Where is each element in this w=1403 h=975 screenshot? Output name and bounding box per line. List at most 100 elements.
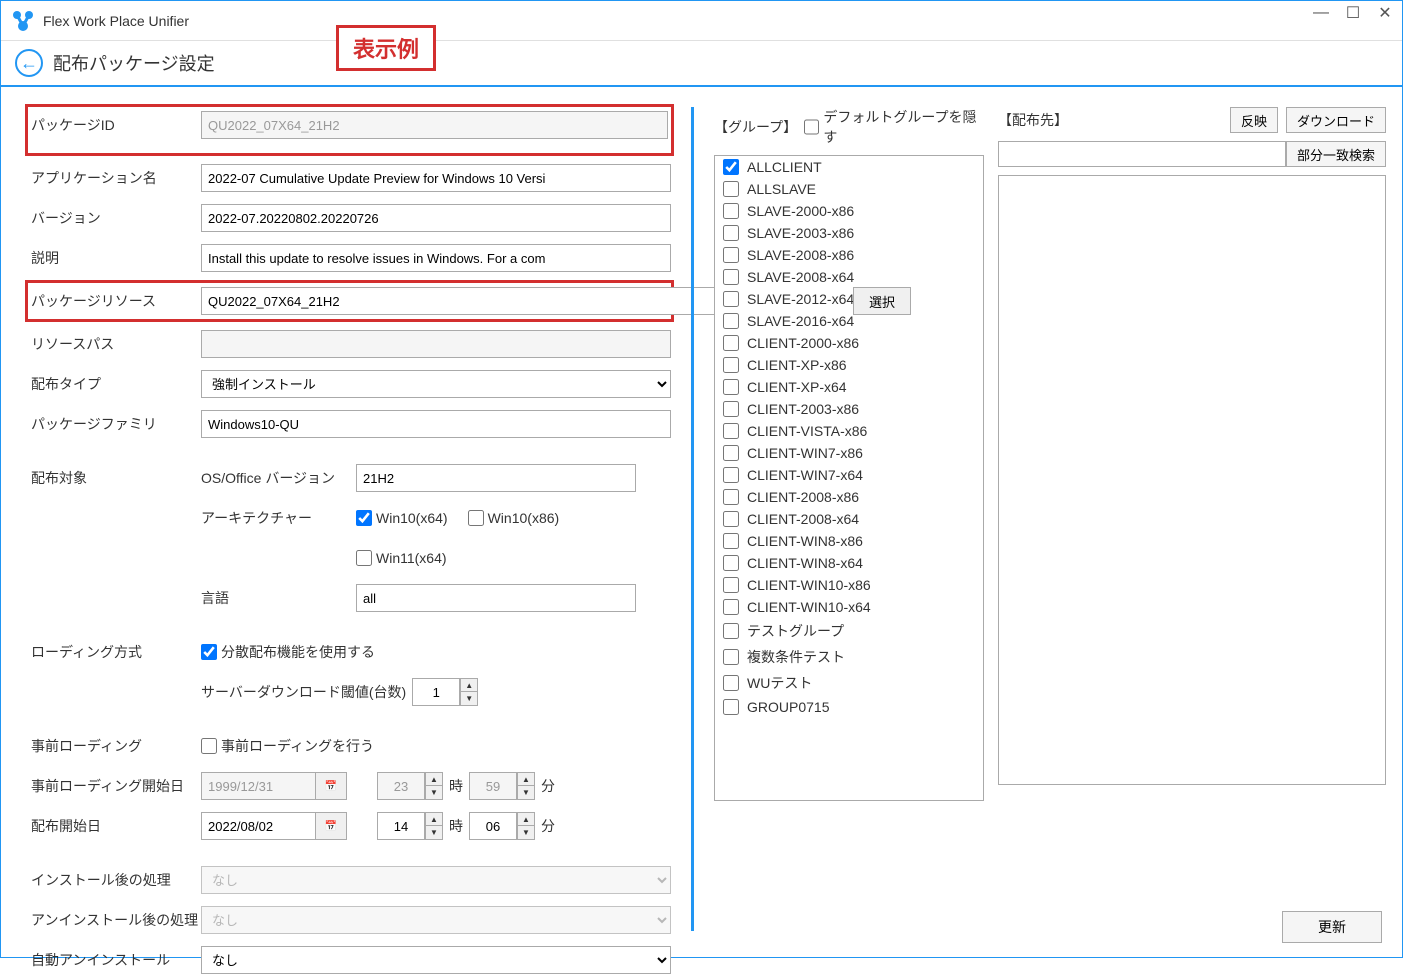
- preloading-hour-spinner[interactable]: ▲▼: [425, 772, 443, 800]
- dist-hour-input[interactable]: [377, 812, 425, 840]
- group-item-checkbox[interactable]: [723, 181, 739, 197]
- download-button[interactable]: ダウンロード: [1286, 107, 1386, 133]
- os-version-label: OS/Office バージョン: [201, 468, 356, 488]
- group-item[interactable]: CLIENT-XP-x64: [715, 376, 983, 398]
- dist-date-input[interactable]: [201, 812, 316, 840]
- group-item[interactable]: CLIENT-WIN10-x64: [715, 596, 983, 618]
- group-item[interactable]: SLAVE-2016-x64: [715, 310, 983, 332]
- group-item-checkbox[interactable]: [723, 599, 739, 615]
- description-input[interactable]: [201, 244, 671, 272]
- apply-button[interactable]: 反映: [1230, 107, 1278, 133]
- group-item-checkbox[interactable]: [723, 357, 739, 373]
- group-item-checkbox[interactable]: [723, 335, 739, 351]
- group-item[interactable]: CLIENT-2008-x64: [715, 508, 983, 530]
- minimize-button[interactable]: —: [1314, 6, 1328, 20]
- arch-win10x64-checkbox[interactable]: Win10(x64): [356, 510, 448, 526]
- group-item[interactable]: ALLCLIENT: [715, 156, 983, 178]
- group-item[interactable]: SLAVE-2003-x86: [715, 222, 983, 244]
- group-item-checkbox[interactable]: [723, 269, 739, 285]
- dist-minute-spinner[interactable]: ▲▼: [517, 812, 535, 840]
- dist-calendar-button[interactable]: 📅: [315, 812, 347, 840]
- group-item[interactable]: CLIENT-2000-x86: [715, 332, 983, 354]
- group-list[interactable]: ALLCLIENTALLSLAVESLAVE-2000-x86SLAVE-200…: [714, 155, 984, 801]
- package-family-input[interactable]: [201, 410, 671, 438]
- select-resource-button[interactable]: 選択: [853, 287, 911, 315]
- version-input[interactable]: [201, 204, 671, 232]
- group-item-checkbox[interactable]: [723, 533, 739, 549]
- description-label: 説明: [31, 248, 201, 268]
- group-item[interactable]: CLIENT-WIN7-x64: [715, 464, 983, 486]
- group-item-checkbox[interactable]: [723, 203, 739, 219]
- group-item[interactable]: SLAVE-2008-x86: [715, 244, 983, 266]
- auto-uninstall-select[interactable]: なし: [201, 946, 671, 974]
- group-item-label: CLIENT-2008-x64: [747, 511, 859, 527]
- close-button[interactable]: ✕: [1378, 6, 1392, 20]
- os-version-input[interactable]: [356, 464, 636, 492]
- group-item[interactable]: GROUP0715: [715, 696, 983, 718]
- group-item[interactable]: CLIENT-XP-x86: [715, 354, 983, 376]
- dist-hour-spinner[interactable]: ▲▼: [425, 812, 443, 840]
- dist-minute-input[interactable]: [469, 812, 517, 840]
- threshold-input[interactable]: [412, 678, 460, 706]
- group-item-checkbox[interactable]: [723, 511, 739, 527]
- example-badge: 表示例: [336, 25, 436, 71]
- package-id-input: [201, 111, 668, 139]
- group-item-checkbox[interactable]: [723, 577, 739, 593]
- group-item-checkbox[interactable]: [723, 489, 739, 505]
- group-item-label: 複数条件テスト: [747, 647, 845, 667]
- dist-type-select[interactable]: 強制インストール: [201, 370, 671, 398]
- group-item-checkbox[interactable]: [723, 159, 739, 175]
- group-item[interactable]: SLAVE-2012-x64: [715, 288, 983, 310]
- group-item-checkbox[interactable]: [723, 291, 739, 307]
- group-item[interactable]: SLAVE-2000-x86: [715, 200, 983, 222]
- page-header: ← 配布パッケージ設定 表示例: [1, 41, 1402, 87]
- dest-header-label: 【配布先】: [998, 110, 1222, 130]
- group-item-label: CLIENT-WIN8-x64: [747, 555, 863, 571]
- group-item[interactable]: WUテスト: [715, 670, 983, 696]
- hide-default-checkbox[interactable]: デフォルトグループを隠す: [804, 107, 984, 147]
- preloading-minute-spinner[interactable]: ▲▼: [517, 772, 535, 800]
- dest-list[interactable]: [998, 175, 1386, 785]
- preloading-checkbox[interactable]: 事前ローディングを行う: [201, 736, 374, 756]
- maximize-button[interactable]: ☐: [1346, 6, 1360, 20]
- group-item[interactable]: SLAVE-2008-x64: [715, 266, 983, 288]
- use-dist-checkbox[interactable]: 分散配布機能を使用する: [201, 642, 375, 662]
- group-item-checkbox[interactable]: [723, 313, 739, 329]
- group-item[interactable]: CLIENT-WIN7-x86: [715, 442, 983, 464]
- group-item-checkbox[interactable]: [723, 445, 739, 461]
- group-item[interactable]: ALLSLAVE: [715, 178, 983, 200]
- group-item-label: CLIENT-WIN10-x86: [747, 577, 871, 593]
- group-item[interactable]: CLIENT-VISTA-x86: [715, 420, 983, 442]
- preloading-calendar-button[interactable]: 📅: [315, 772, 347, 800]
- group-item[interactable]: CLIENT-2003-x86: [715, 398, 983, 420]
- group-item[interactable]: CLIENT-2008-x86: [715, 486, 983, 508]
- group-item[interactable]: テストグループ: [715, 618, 983, 644]
- group-item-checkbox[interactable]: [723, 401, 739, 417]
- group-item-checkbox[interactable]: [723, 623, 739, 639]
- back-button[interactable]: ←: [15, 49, 43, 77]
- partial-search-button[interactable]: 部分一致検索: [1286, 141, 1386, 167]
- group-item[interactable]: 複数条件テスト: [715, 644, 983, 670]
- threshold-spinner[interactable]: ▲▼: [460, 678, 478, 706]
- group-item-checkbox[interactable]: [723, 247, 739, 263]
- group-item-label: SLAVE-2008-x86: [747, 247, 854, 263]
- group-item[interactable]: CLIENT-WIN8-x64: [715, 552, 983, 574]
- group-item-checkbox[interactable]: [723, 555, 739, 571]
- group-item[interactable]: CLIENT-WIN8-x86: [715, 530, 983, 552]
- group-item-label: SLAVE-2016-x64: [747, 313, 854, 329]
- group-item-checkbox[interactable]: [723, 225, 739, 241]
- arch-win10x86-checkbox[interactable]: Win10(x86): [468, 510, 560, 526]
- update-button[interactable]: 更新: [1282, 911, 1382, 943]
- group-item[interactable]: CLIENT-WIN10-x86: [715, 574, 983, 596]
- dest-search-input[interactable]: [998, 141, 1286, 167]
- group-item-checkbox[interactable]: [723, 699, 739, 715]
- arch-win11x64-checkbox[interactable]: Win11(x64): [356, 550, 447, 566]
- app-name-input[interactable]: [201, 164, 671, 192]
- group-item-checkbox[interactable]: [723, 379, 739, 395]
- group-item-checkbox[interactable]: [723, 649, 739, 665]
- group-item-checkbox[interactable]: [723, 675, 739, 691]
- language-input[interactable]: [356, 584, 636, 612]
- group-item-checkbox[interactable]: [723, 423, 739, 439]
- group-item-checkbox[interactable]: [723, 467, 739, 483]
- group-item-label: CLIENT-WIN7-x86: [747, 445, 863, 461]
